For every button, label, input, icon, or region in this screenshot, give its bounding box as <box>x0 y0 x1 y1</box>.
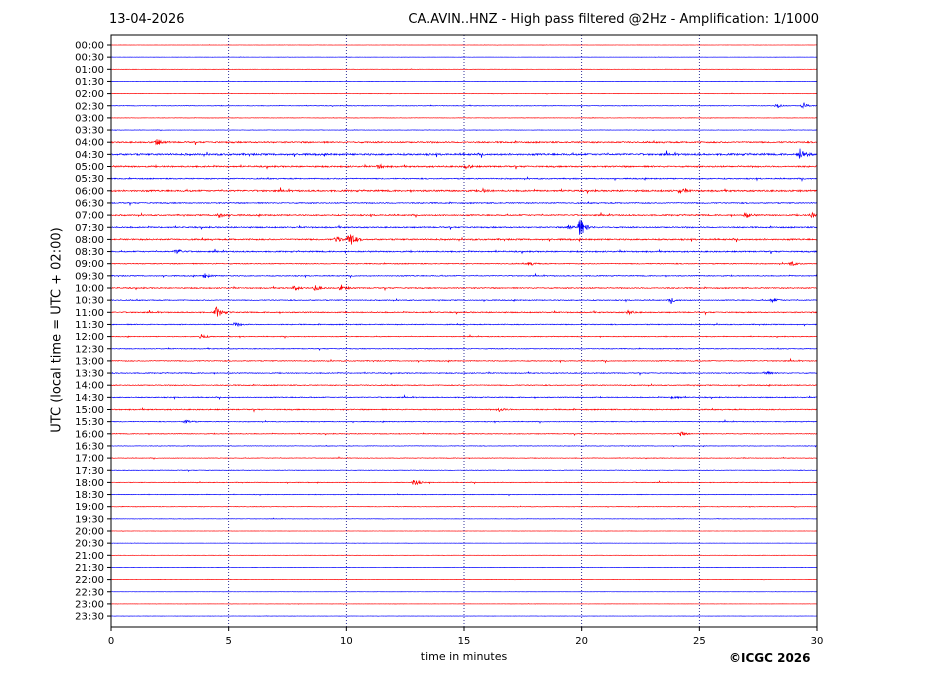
y-tick-label: 03:00 <box>75 113 104 124</box>
x-axis: 0 5 10 15 20 25 30 <box>108 627 824 647</box>
y-tick-label: 17:00 <box>75 454 104 465</box>
y-tick-label: 03:30 <box>75 126 104 137</box>
trace-row-1430 <box>110 394 818 401</box>
y-tick-label: 05:30 <box>75 174 104 185</box>
trace-row-0430 <box>110 148 818 159</box>
trace-row-0300 <box>110 116 818 119</box>
trace-row-0530 <box>110 176 818 182</box>
y-tick-label: 16:30 <box>75 441 104 452</box>
y-tick-label: 16:00 <box>75 429 104 440</box>
y-tick-label: 12:30 <box>75 344 104 355</box>
trace-row-2300 <box>110 603 818 605</box>
trace-row-0500 <box>110 163 818 170</box>
y-tick-label: 22:30 <box>75 587 104 598</box>
y-tick-label: 06:30 <box>75 198 104 209</box>
y-tick-label: 11:30 <box>75 320 104 331</box>
trace-row-1300 <box>110 357 818 364</box>
trace-row-0230 <box>110 102 818 109</box>
trace-row-2030 <box>110 542 818 544</box>
y-tick-label: 14:30 <box>75 393 104 404</box>
trace-row-1600 <box>110 431 818 437</box>
y-tick-label: 13:00 <box>75 356 104 367</box>
trace-row-2200 <box>110 578 818 581</box>
y-tick-label: 08:00 <box>75 235 104 246</box>
trace-row-1530 <box>110 419 818 425</box>
y-tick-label: 19:30 <box>75 514 104 525</box>
y-tick-label: 15:00 <box>75 405 104 416</box>
y-tick-label: 02:00 <box>75 89 104 100</box>
trace-row-1130 <box>110 321 818 328</box>
x-tick-label: 5 <box>225 636 231 647</box>
trace-row-0330 <box>110 128 818 132</box>
y-tick-label: 19:00 <box>75 502 104 513</box>
x-tick-label: 10 <box>340 636 353 647</box>
y-tick-label: 20:00 <box>75 527 104 538</box>
y-tick-label: 21:00 <box>75 551 104 562</box>
y-tick-label: 18:30 <box>75 490 104 501</box>
trace-row-1500 <box>110 407 818 413</box>
y-tick-label: 07:30 <box>75 223 104 234</box>
x-tick-label: 30 <box>811 636 824 647</box>
trace-row-0130 <box>110 80 818 83</box>
y-tick-label: 23:30 <box>75 612 104 623</box>
y-tick-label: 10:00 <box>75 284 104 295</box>
y-tick-label: 20:30 <box>75 539 104 550</box>
y-tick-label: 06:00 <box>75 186 104 197</box>
trace-row-2100 <box>110 554 818 557</box>
trace-row-0200 <box>110 92 818 95</box>
y-tick-label: 04:30 <box>75 150 104 161</box>
y-tick-label: 15:30 <box>75 417 104 428</box>
y-tick-label: 07:00 <box>75 211 104 222</box>
x-tick-label: 20 <box>575 636 588 647</box>
y-tick-label: 14:00 <box>75 381 104 392</box>
x-tick-label: 0 <box>108 636 114 647</box>
x-tick-label: 15 <box>458 636 471 647</box>
trace-row-1000 <box>110 284 818 292</box>
y-tick-label: 22:00 <box>75 575 104 586</box>
y-tick-label: 09:00 <box>75 259 104 270</box>
y-tick-label: 18:00 <box>75 478 104 489</box>
y-tick-label: 10:30 <box>75 296 104 307</box>
trace-row-0030 <box>110 56 818 58</box>
y-tick-label: 00:00 <box>75 41 104 52</box>
y-tick-label: 12:00 <box>75 332 104 343</box>
y-tick-label: 02:30 <box>75 101 104 112</box>
chart-title: CA.AVIN..HNZ - High pass filtered @2Hz -… <box>408 12 819 27</box>
trace-row-1230 <box>110 347 818 351</box>
y-tick-label: 04:00 <box>75 138 104 149</box>
trace-row-1030 <box>110 297 818 305</box>
x-tick-label: 25 <box>693 636 706 647</box>
y-tick-label: 11:00 <box>75 308 104 319</box>
y-tick-label: 05:00 <box>75 162 104 173</box>
y-tick-label: 13:30 <box>75 369 104 380</box>
trace-row-2330 <box>110 615 818 617</box>
y-tick-label: 01:30 <box>75 77 104 88</box>
y-tick-label: 08:30 <box>75 247 104 258</box>
gridlines-group <box>228 35 700 627</box>
date-label: 13-04-2026 <box>109 12 185 27</box>
trace-row-0400 <box>110 139 818 146</box>
y-tick-label: 01:00 <box>75 65 104 76</box>
trace-row-1330 <box>110 370 818 376</box>
y-tick-label: 00:30 <box>75 53 104 64</box>
y-tick-label: 21:30 <box>75 563 104 574</box>
trace-row-1200 <box>110 333 818 339</box>
y-tick-label: 17:30 <box>75 466 104 477</box>
plot-frame <box>110 34 818 628</box>
x-axis-label: time in minutes <box>420 650 508 663</box>
y-tick-label: 23:00 <box>75 599 104 610</box>
trace-row-2130 <box>110 566 818 569</box>
y-tick-label: 09:30 <box>75 271 104 282</box>
trace-row-1400 <box>110 383 818 388</box>
trace-row-0100 <box>110 68 818 71</box>
copyright-label: ©ICGC 2026 <box>729 651 811 665</box>
